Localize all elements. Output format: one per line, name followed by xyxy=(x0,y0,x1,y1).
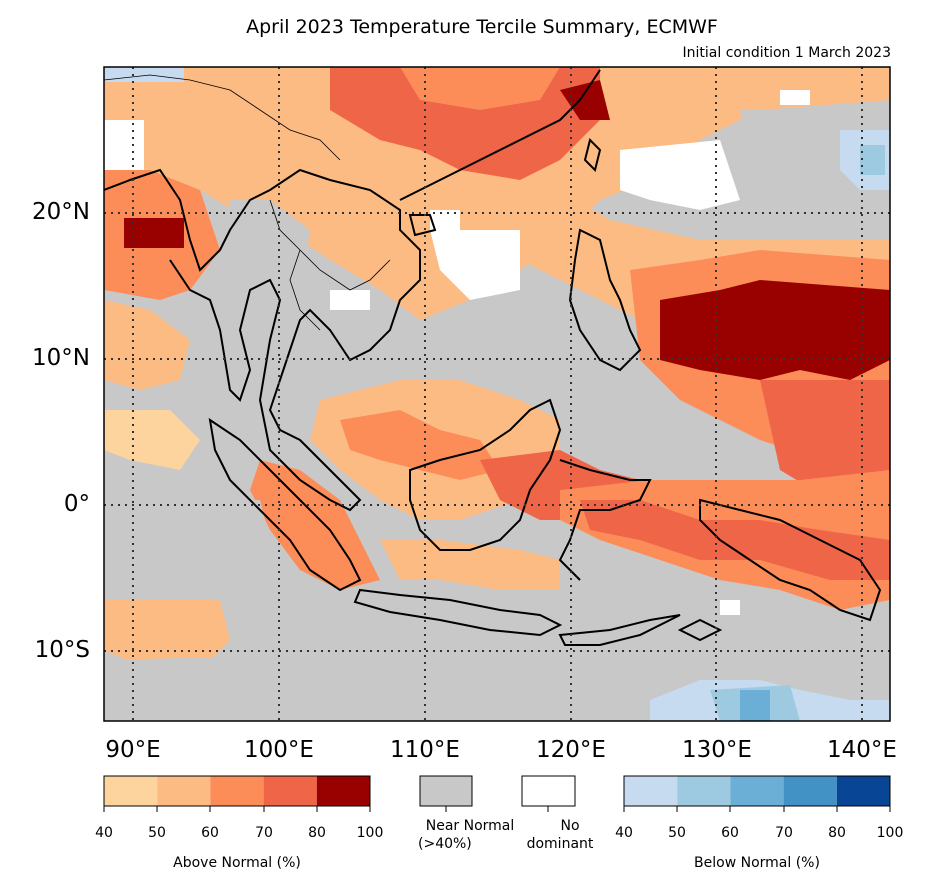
below-normal-label: Below Normal (%) xyxy=(694,855,820,871)
lat-label-0: 0° xyxy=(63,491,90,517)
map-title: April 2023 Temperature Tercile Summary, … xyxy=(246,16,718,38)
lon-label-90e: 90°E xyxy=(105,737,161,763)
lat-label-20n: 20°N xyxy=(32,199,90,225)
below-tick-100: 100 xyxy=(876,825,904,841)
lon-label-140e: 140°E xyxy=(827,737,897,763)
below-tick-80: 80 xyxy=(828,825,846,841)
below-tick-70: 70 xyxy=(775,825,793,841)
above-normal-colorbar xyxy=(103,775,371,812)
lon-label-100e: 100°E xyxy=(244,737,314,763)
lat-label-10n: 10°N xyxy=(32,345,90,371)
no-dominant-swatch xyxy=(521,775,576,812)
below-tick-40: 40 xyxy=(615,825,633,841)
near-normal-swatch xyxy=(419,775,473,812)
above-tick-80: 80 xyxy=(308,825,326,841)
lon-label-110e: 110°E xyxy=(390,737,460,763)
below-tick-50: 50 xyxy=(668,825,686,841)
lon-label-120e: 120°E xyxy=(536,737,606,763)
lat-label-10s: 10°S xyxy=(34,637,90,663)
above-tick-60: 60 xyxy=(201,825,219,841)
lon-label-130e: 130°E xyxy=(682,737,752,763)
above-normal-label: Above Normal (%) xyxy=(173,855,301,871)
above-tick-70: 70 xyxy=(255,825,273,841)
above-tick-40: 40 xyxy=(95,825,113,841)
probability-field xyxy=(104,67,890,721)
below-normal-colorbar xyxy=(623,775,891,812)
above-tick-100: 100 xyxy=(356,825,384,841)
map-frame xyxy=(103,66,891,722)
above-tick-50: 50 xyxy=(148,825,166,841)
near-normal-label: Near Normal (>40%) xyxy=(418,818,515,852)
no-dominant-label: No dominant xyxy=(526,818,594,852)
below-tick-60: 60 xyxy=(721,825,739,841)
map-subtitle: Initial condition 1 March 2023 xyxy=(682,45,891,61)
